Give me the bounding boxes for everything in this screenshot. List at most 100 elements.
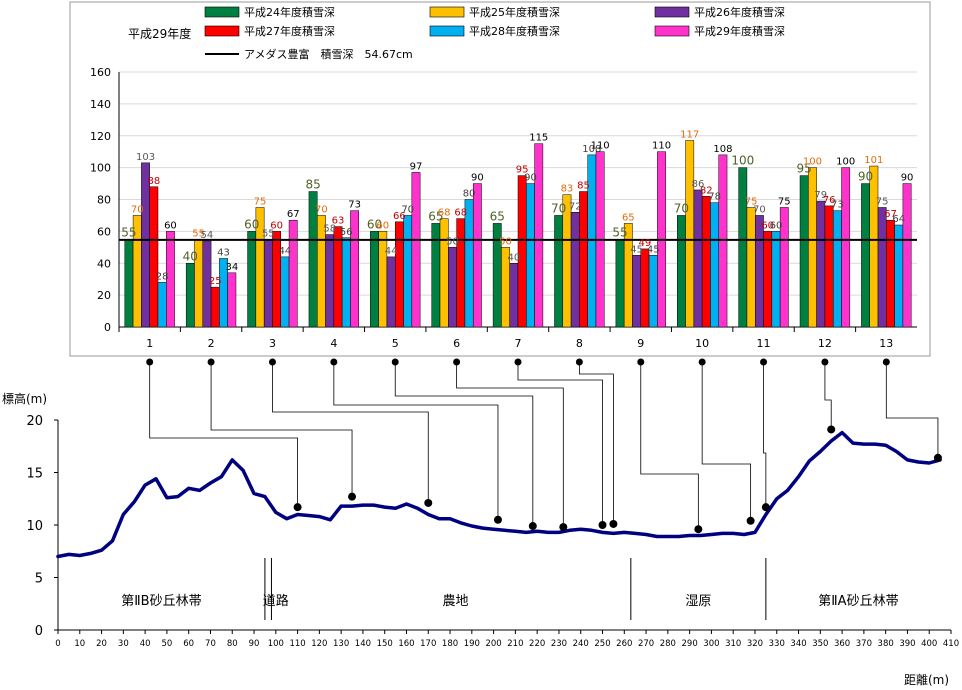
bar-s5-7 bbox=[526, 183, 535, 328]
bar-s3-13 bbox=[877, 207, 887, 328]
legend-label-4: 平成27年度積雪深 bbox=[244, 24, 335, 38]
profile-x-axis-label: 距離(m) bbox=[904, 673, 949, 687]
bar-value-label: 108 bbox=[582, 144, 601, 155]
bar-value-label: 101 bbox=[864, 155, 883, 166]
bar-value-label: 90 bbox=[524, 173, 537, 184]
bar-value-label: 100 bbox=[803, 157, 822, 168]
profile-x-tick-label: 400 bbox=[921, 639, 937, 649]
bar-value-label: 25 bbox=[209, 276, 222, 287]
bar-y-tick-label: 80 bbox=[97, 194, 111, 207]
profile-x-tick-label: 120 bbox=[311, 639, 327, 649]
bar-s5-9 bbox=[648, 255, 658, 328]
bar-s3-12 bbox=[816, 200, 826, 328]
connector-line-2 bbox=[210, 362, 353, 497]
bar-value-label: 64 bbox=[892, 214, 905, 225]
bar-s6-13 bbox=[902, 183, 912, 328]
bar-value-label: 66 bbox=[393, 211, 406, 222]
connector-line-12 bbox=[824, 362, 832, 430]
bar-value-label: 60 bbox=[376, 220, 389, 231]
bar-s6-7 bbox=[534, 143, 544, 328]
connector-line-1 bbox=[149, 362, 298, 508]
bar-value-label: 78 bbox=[708, 192, 721, 203]
bar-s5-11 bbox=[771, 231, 781, 328]
profile-x-tick-label: 90 bbox=[249, 639, 260, 649]
bar-value-label: 60 bbox=[367, 217, 382, 231]
survey-point-12 bbox=[827, 425, 836, 434]
bar-x-tick-label: 3 bbox=[269, 337, 276, 350]
zone-label: 農地 bbox=[442, 594, 468, 609]
connector-lines bbox=[146, 358, 939, 530]
connector-line-3 bbox=[272, 362, 429, 503]
bar-value-label: 60 bbox=[164, 220, 177, 231]
bar-value-label: 72 bbox=[569, 201, 582, 212]
profile-x-tick-label: 300 bbox=[703, 639, 719, 649]
bar-s6-12 bbox=[841, 167, 851, 328]
bar-value-label: 67 bbox=[884, 209, 897, 220]
bar-value-label: 70 bbox=[401, 204, 414, 215]
bar-value-label: 95 bbox=[516, 165, 529, 176]
bar-y-tick-label: 60 bbox=[97, 225, 111, 238]
bar-value-label: 90 bbox=[471, 173, 484, 184]
bar-y-tick-label: 120 bbox=[90, 130, 111, 143]
profile-x-tick-label: 150 bbox=[377, 639, 393, 649]
bar-value-label: 85 bbox=[305, 178, 320, 192]
bar-s4-5 bbox=[394, 221, 404, 328]
bar-s2-11 bbox=[746, 207, 756, 328]
profile-x-tick-label: 370 bbox=[856, 639, 872, 649]
profile-x-tick-label: 70 bbox=[205, 639, 216, 649]
bar-s6-11 bbox=[779, 207, 789, 328]
bar-value-label: 95 bbox=[797, 162, 812, 176]
bar-value-label: 82 bbox=[700, 185, 713, 196]
bar-value-label: 60 bbox=[270, 220, 283, 231]
bar-s1-1 bbox=[124, 239, 134, 328]
survey-point-1 bbox=[293, 503, 302, 512]
bar-x-tick-label: 9 bbox=[637, 337, 644, 350]
profile-x-tick-label: 170 bbox=[420, 639, 436, 649]
bar-value-label: 44 bbox=[279, 246, 292, 257]
bar-s5-4 bbox=[341, 237, 351, 328]
bar-value-label: 67 bbox=[287, 209, 300, 220]
profile-x-tick-label: 260 bbox=[616, 639, 632, 649]
bar-y-tick-label: 20 bbox=[97, 289, 111, 302]
bar-s6-1 bbox=[166, 231, 175, 328]
bar-value-label: 70 bbox=[674, 201, 689, 215]
legend-swatch-3 bbox=[654, 6, 690, 18]
bar-value-label: 50 bbox=[446, 236, 459, 247]
bar-s5-1 bbox=[157, 282, 167, 328]
bar-s6-4 bbox=[350, 210, 359, 328]
bar-s2-13 bbox=[869, 165, 879, 328]
bar-value-label: 75 bbox=[778, 196, 791, 207]
bar-s6-5 bbox=[411, 172, 421, 328]
bar-y-tick-label: 40 bbox=[97, 257, 111, 270]
bar-value-label: 55 bbox=[262, 228, 275, 239]
bar-x-tick-label: 1 bbox=[146, 337, 153, 350]
bar-value-label: 97 bbox=[410, 161, 423, 172]
bar-value-label: 70 bbox=[753, 204, 766, 215]
bar-value-label: 70 bbox=[131, 204, 144, 215]
bar-value-label: 88 bbox=[147, 176, 160, 187]
legend-swatch-2 bbox=[429, 6, 465, 18]
bar-s5-10 bbox=[710, 202, 720, 328]
bar-value-label: 49 bbox=[639, 238, 652, 249]
bar-s1-12 bbox=[799, 175, 809, 328]
bar-value-label: 58 bbox=[323, 224, 336, 235]
profile-x-tick-label: 160 bbox=[398, 639, 414, 649]
bar-y-tick-label: 140 bbox=[90, 98, 111, 111]
bar-value-label: 65 bbox=[622, 212, 635, 223]
profile-x-tick-label: 10 bbox=[74, 639, 85, 649]
profile-x-tick-label: 250 bbox=[594, 639, 610, 649]
bar-y-tick-label: 100 bbox=[90, 162, 111, 175]
profile-x-tick-label: 140 bbox=[355, 639, 371, 649]
profile-x-tick-label: 220 bbox=[529, 639, 545, 649]
profile-x-tick-label: 30 bbox=[118, 639, 129, 649]
bar-s4-6 bbox=[456, 218, 466, 328]
profile-x-tick-label: 310 bbox=[725, 639, 741, 649]
bar-value-label: 75 bbox=[876, 196, 889, 207]
profile-x-tick-label: 360 bbox=[834, 639, 850, 649]
bar-value-label: 100 bbox=[836, 157, 855, 168]
bar-value-label: 65 bbox=[428, 209, 443, 223]
bar-s3-4 bbox=[325, 234, 335, 328]
profile-x-tick-label: 180 bbox=[442, 639, 458, 649]
connector-line-13 bbox=[885, 362, 939, 458]
